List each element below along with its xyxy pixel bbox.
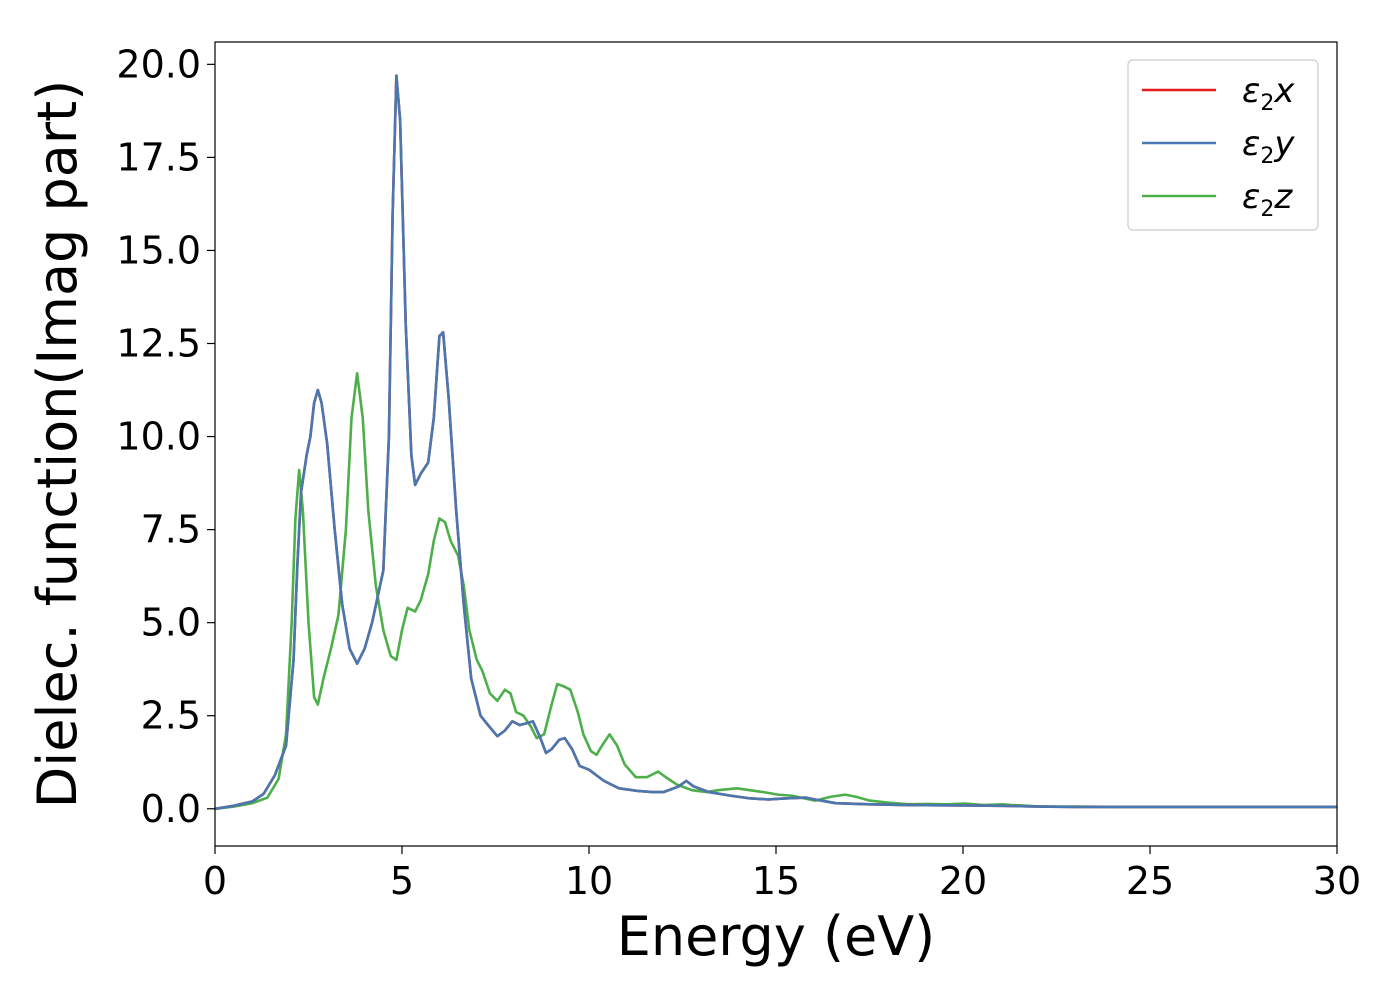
series-line-y <box>215 74 1337 811</box>
x-tick-label: 15 <box>752 859 800 903</box>
x-tick-label: 10 <box>565 859 613 903</box>
legend-entry-x: ε2x <box>1142 71 1295 116</box>
legend-box <box>1127 59 1319 231</box>
legend-label: ε2x <box>1242 71 1295 116</box>
x-tick-label: 5 <box>390 859 414 903</box>
legend-entries: ε2x ε2y ε2z <box>1142 71 1295 222</box>
y-tick-label: 17.5 <box>116 135 201 179</box>
y-tick-label: 10.0 <box>116 415 201 459</box>
y-tick-label: 15.0 <box>116 228 201 272</box>
y-tick-label: 2.5 <box>141 694 201 738</box>
y-tick-label: 0.0 <box>141 787 201 831</box>
legend-entry-z: ε2z <box>1142 177 1293 222</box>
legend-entry-y: ε2y <box>1142 124 1295 169</box>
legend-label: ε2y <box>1242 124 1295 169</box>
x-tick-label: 20 <box>939 859 987 903</box>
y-axis-ticks: 0.0 2.5 5.0 7.5 10.0 12.5 15.0 17.5 20.0 <box>116 42 215 831</box>
x-tick-label: 25 <box>1126 859 1174 903</box>
y-axis-label: Dielec. function(Imag part) <box>26 80 89 809</box>
legend-label: ε2z <box>1242 177 1293 222</box>
x-tick-label: 0 <box>203 859 227 903</box>
x-axis-label: Energy (eV) <box>617 905 936 968</box>
y-tick-label: 20.0 <box>116 42 201 86</box>
y-tick-label: 12.5 <box>116 322 201 366</box>
series-layer <box>215 74 1337 811</box>
y-tick-label: 7.5 <box>141 508 201 552</box>
legend: ε2x ε2y ε2z <box>1127 59 1319 231</box>
y-tick-label: 5.0 <box>141 601 201 645</box>
x-axis-ticks: 0 5 10 15 20 25 30 <box>203 846 1361 903</box>
x-tick-label: 30 <box>1313 859 1361 903</box>
